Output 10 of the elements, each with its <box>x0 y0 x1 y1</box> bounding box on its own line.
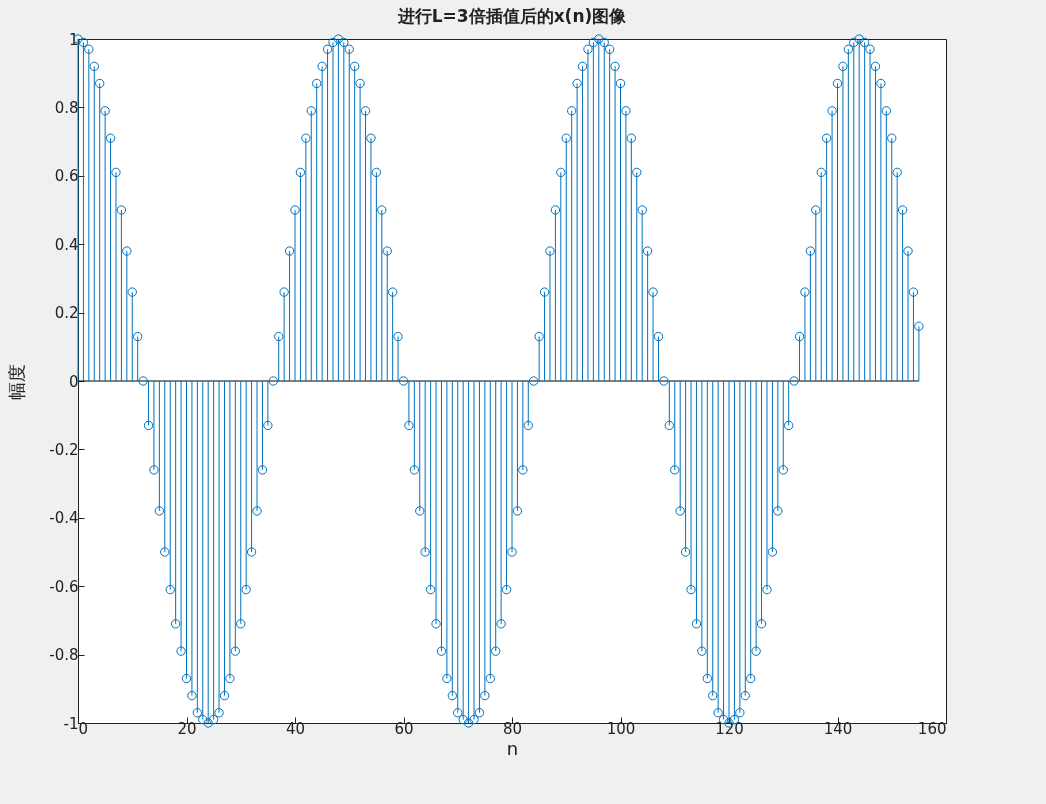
y-axis-title: 幅度 <box>6 363 28 400</box>
y-tick-label: -0.8 <box>49 646 79 665</box>
y-tick-label: 0 <box>68 372 79 391</box>
y-tick-label: 0.2 <box>54 304 79 323</box>
y-tick-label: -1 <box>63 714 79 733</box>
y-tick-label: -0.4 <box>49 509 79 528</box>
y-tick-label: -0.6 <box>49 577 79 596</box>
y-tick-label: -0.2 <box>49 440 79 459</box>
x-axis-title: n <box>506 737 519 759</box>
chart-title: 进行L=3倍插值后的x(n)图像 <box>396 6 628 26</box>
